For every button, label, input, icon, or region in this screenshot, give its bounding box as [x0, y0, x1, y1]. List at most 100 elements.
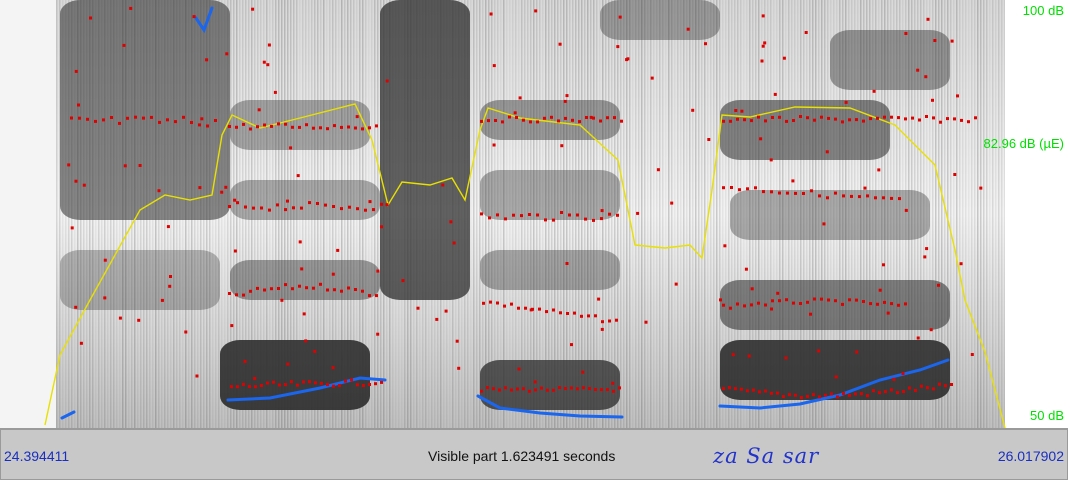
- formant-dot: [874, 196, 877, 200]
- end-time-label[interactable]: 26.017902: [997, 448, 1064, 464]
- striation: [614, 0, 616, 428]
- start-time-label[interactable]: 24.394411: [4, 448, 70, 464]
- formant-dot: [872, 89, 876, 93]
- formant-dot: [892, 377, 896, 381]
- formant-dot: [773, 92, 777, 96]
- formant-dot: [736, 302, 739, 306]
- striation: [119, 0, 121, 428]
- striation: [494, 0, 496, 428]
- formant-dot: [228, 125, 231, 128]
- formant-dot: [206, 124, 209, 128]
- formant-dot: [354, 126, 357, 130]
- spectrogram-panel[interactable]: 100 dB 82.96 dB (µE) 50 dB: [0, 0, 1070, 428]
- striation: [356, 0, 358, 428]
- formant-dot: [488, 216, 491, 220]
- striation: [302, 0, 304, 428]
- formant-dot: [89, 16, 92, 20]
- formant-dot: [489, 12, 493, 16]
- formant-dot: [356, 207, 359, 211]
- formant-dot: [757, 115, 760, 119]
- formant-dot: [284, 122, 287, 126]
- formant-dot: [585, 116, 588, 119]
- formant-dot: [719, 298, 722, 302]
- formant-dot: [573, 311, 576, 315]
- striation: [290, 0, 292, 428]
- striation: [995, 0, 997, 428]
- striation: [917, 0, 919, 428]
- striation: [467, 0, 469, 428]
- time-status-bar[interactable]: 24.394411 Visible part 1.623491 seconds …: [0, 428, 1068, 480]
- striation: [179, 0, 181, 428]
- striation: [713, 0, 715, 428]
- formant-dot: [890, 115, 893, 119]
- striation: [95, 0, 97, 428]
- formant-dot: [946, 117, 949, 121]
- formant-dot: [169, 275, 172, 278]
- formant-dot: [738, 188, 741, 192]
- striation: [665, 0, 667, 428]
- formant-dot: [743, 118, 746, 122]
- formant-dot: [576, 387, 579, 391]
- formant-dot: [492, 143, 496, 147]
- formant-dot: [568, 213, 571, 217]
- formant-dot: [336, 248, 340, 252]
- formant-dot: [416, 306, 420, 310]
- formant-dot: [878, 391, 881, 395]
- striation: [635, 0, 637, 428]
- formant-dot: [618, 386, 621, 390]
- formant-dot: [810, 189, 813, 193]
- formant-dot: [763, 41, 767, 45]
- formant-dot: [911, 116, 914, 120]
- formant-dot: [974, 116, 977, 120]
- striation: [479, 0, 481, 428]
- formant-dot: [862, 119, 865, 123]
- formant-dot: [707, 138, 711, 141]
- formant-dot: [576, 213, 579, 217]
- formant-dot: [970, 353, 974, 356]
- formant-dot: [319, 126, 322, 130]
- formant-dot: [743, 304, 746, 308]
- striation: [836, 0, 838, 428]
- striation: [218, 0, 220, 428]
- striation: [575, 0, 577, 428]
- formant-dot: [249, 289, 252, 293]
- formant-dot: [916, 68, 920, 72]
- formant-dot: [224, 185, 228, 189]
- striation: [353, 0, 355, 428]
- formant-dot: [979, 186, 983, 190]
- formant-dot: [597, 297, 601, 301]
- formant-dot: [520, 214, 523, 218]
- formant-dot: [302, 312, 306, 316]
- formant-dot: [929, 328, 933, 332]
- striation: [986, 0, 988, 428]
- formant-dot: [482, 301, 485, 305]
- formant-dot: [869, 302, 872, 306]
- formant-dot: [74, 179, 78, 183]
- striation: [89, 0, 91, 428]
- formant-dot: [286, 362, 290, 366]
- formant-dot: [813, 297, 816, 301]
- formant-dot: [691, 108, 695, 112]
- formant-dot: [380, 225, 383, 229]
- formant-dot: [799, 302, 802, 305]
- striation: [92, 0, 94, 428]
- formant-dot: [761, 44, 765, 48]
- formant-dot: [492, 64, 496, 68]
- formant-dot: [77, 103, 80, 107]
- striation: [323, 0, 325, 428]
- visible-part-label[interactable]: Visible part 1.623491 seconds: [428, 448, 616, 464]
- formant-dot: [824, 393, 827, 397]
- formant-dot: [228, 292, 231, 295]
- striation: [116, 0, 118, 428]
- formant-dot: [729, 306, 732, 310]
- formant-dot: [251, 7, 255, 11]
- formant-dot: [920, 384, 923, 388]
- striation: [731, 0, 733, 428]
- formant-dot: [931, 98, 934, 102]
- spectrogram-canvas[interactable]: [0, 0, 1070, 428]
- formant-dot: [587, 314, 590, 318]
- striation: [347, 0, 349, 428]
- striation: [386, 0, 388, 428]
- striation: [581, 0, 583, 428]
- formant-dot: [792, 301, 795, 305]
